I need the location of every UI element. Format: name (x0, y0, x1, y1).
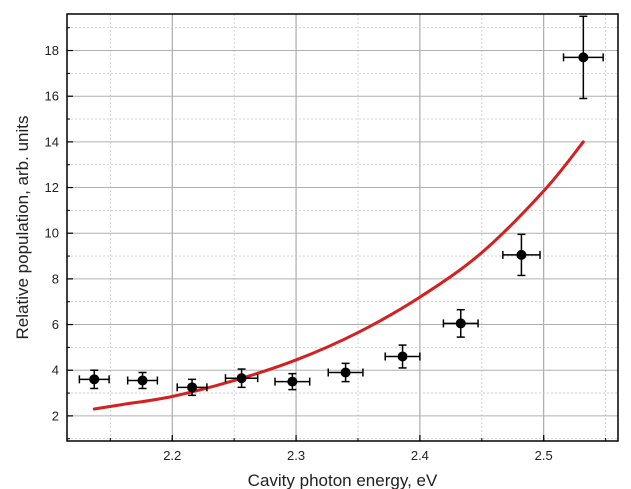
y-tick-label: 2 (52, 408, 59, 423)
data-point (137, 375, 148, 386)
data-point-group (384, 344, 421, 369)
data-point-group (442, 308, 479, 338)
data-point (455, 318, 466, 329)
data-point (187, 382, 198, 393)
axis-ticks: 2.2 2.3 2.4 2.5 2 4 6 8 10 12 14 16 18 (45, 27, 607, 463)
data-point-group (274, 372, 311, 391)
data-point (340, 367, 351, 378)
data-point-group (224, 368, 259, 389)
x-tick-label: 2.5 (535, 448, 553, 463)
data-point (89, 374, 100, 385)
y-tick-label: 4 (52, 363, 59, 378)
data-point (578, 52, 589, 63)
y-tick-label: 8 (52, 271, 59, 286)
y-tick-label: 14 (45, 134, 59, 149)
data-point-group (78, 369, 110, 390)
data-point (287, 376, 298, 387)
y-tick-label: 12 (45, 180, 59, 195)
data-point (236, 373, 247, 384)
data-point-group (176, 378, 208, 397)
y-axis-title: Relative population, arb. units (13, 116, 32, 340)
fit-curve-group (92, 140, 585, 411)
grid-lines (67, 14, 618, 441)
x-tick-label: 2.3 (287, 448, 305, 463)
y-tick-label: 18 (45, 43, 59, 58)
data-point (397, 351, 408, 362)
x-tick-label: 2.2 (163, 448, 181, 463)
y-tick-label: 10 (45, 226, 59, 241)
data-point-group (126, 371, 159, 390)
y-tick-label: 6 (52, 317, 59, 332)
data-point (516, 249, 527, 260)
data-points (78, 15, 604, 397)
x-tick-label: 2.4 (411, 448, 429, 463)
plot-frame (66, 13, 619, 442)
data-point-group (327, 362, 364, 383)
y-tick-label: 16 (45, 89, 59, 104)
data-point-group (502, 233, 541, 277)
fit-curve (92, 140, 585, 411)
data-point-group (562, 15, 604, 100)
x-axis-title: Cavity photon energy, eV (248, 471, 438, 489)
